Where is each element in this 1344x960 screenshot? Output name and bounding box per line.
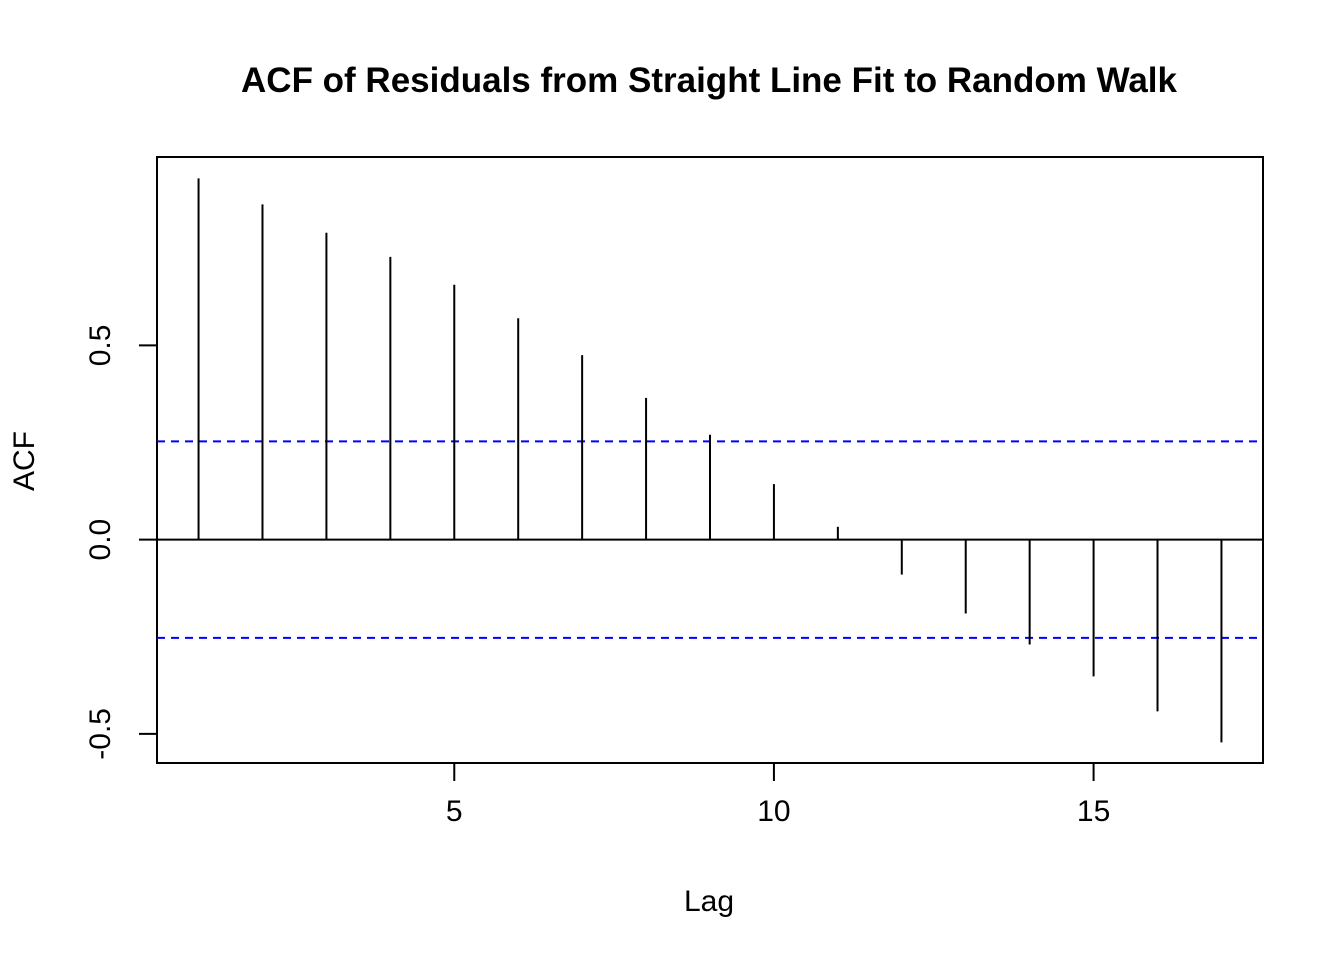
x-tick-label: 15 bbox=[1077, 795, 1110, 828]
x-tick-label: 5 bbox=[446, 795, 463, 828]
x-tick-label: 10 bbox=[757, 795, 790, 828]
y-tick-label: -0.5 bbox=[84, 708, 117, 760]
plot-frame bbox=[156, 156, 1264, 764]
y-tick-label: 0.5 bbox=[84, 325, 117, 367]
x-axis-label: Lag bbox=[684, 885, 734, 918]
y-tick-label: 0.0 bbox=[84, 519, 117, 561]
chart-title: ACF of Residuals from Straight Line Fit … bbox=[241, 61, 1177, 100]
y-axis-label: ACF bbox=[8, 431, 41, 491]
plot-area: 5 10 15 -0.5 0.0 0.5 bbox=[84, 156, 1264, 828]
